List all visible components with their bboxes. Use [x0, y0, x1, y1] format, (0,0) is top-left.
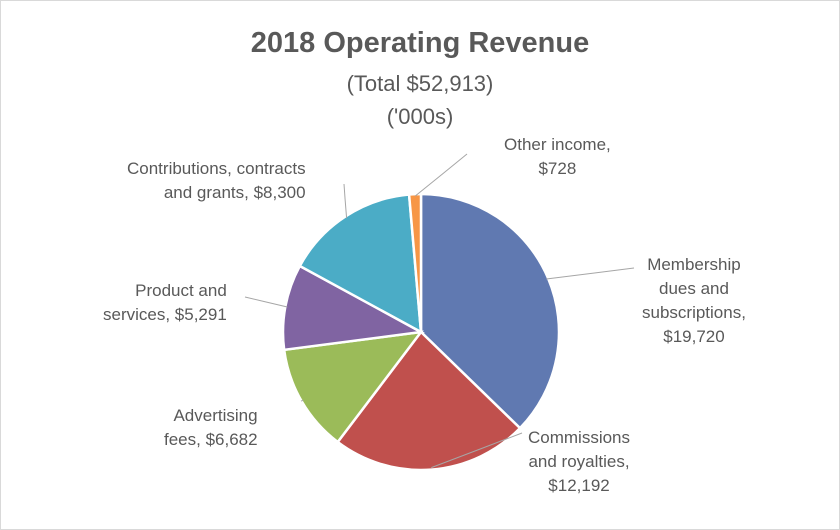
label-line: Advertising [173, 406, 258, 425]
label-line: Membership [647, 255, 741, 274]
slice-label-advertising: Advertising fees, $6,682 [164, 404, 258, 452]
leader-line [343, 183, 348, 219]
label-line: and grants, $8,300 [163, 183, 306, 202]
leader-line [414, 153, 468, 197]
label-line: and royalties, [528, 452, 630, 471]
label-line: Commissions [528, 428, 631, 447]
label-line: $728 [538, 159, 577, 178]
slice-label-product-services: Product and services, $5,291 [103, 279, 227, 327]
label-line: subscriptions, [642, 303, 746, 322]
chart-title: 2018 Operating Revenue [250, 27, 590, 59]
label-line: Product and [135, 281, 227, 300]
slice-commissions [335, 330, 522, 472]
slice-other-income [407, 192, 423, 333]
label-line: $12,192 [548, 476, 610, 495]
label-line: dues and [658, 279, 729, 298]
chart-unit-note: ('000s) [386, 104, 454, 129]
slice-label-commissions: Commissions and royalties, $12,192 [528, 426, 630, 498]
label-line: services, $5,291 [103, 305, 227, 324]
label-line: $19,720 [663, 327, 725, 346]
leader-line [546, 267, 635, 280]
leader-line [244, 296, 288, 308]
leader-line [300, 399, 304, 402]
label-line: Other income, [504, 135, 611, 154]
chart-subtitle: (Total $52,913) [346, 71, 494, 96]
label-line: fees, $6,682 [164, 430, 258, 449]
slice-label-other-income: Other income, $728 [504, 133, 611, 181]
slice-label-contributions: Contributions, contracts and grants, $8,… [127, 157, 306, 205]
label-line: Contributions, contracts [127, 159, 306, 178]
slice-membership [419, 192, 561, 430]
slice-label-membership: Membership dues and subscriptions, $19,7… [642, 253, 746, 349]
leader-line [431, 432, 523, 469]
slice-contributions [298, 193, 423, 335]
